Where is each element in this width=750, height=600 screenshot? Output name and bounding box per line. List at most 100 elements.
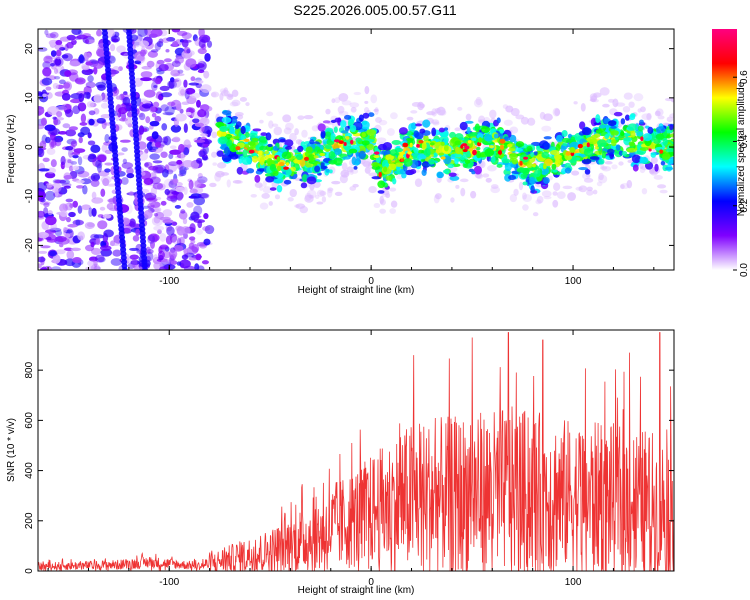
- noise-blob: [70, 140, 78, 147]
- noise-blob: [180, 209, 186, 214]
- noise-blob: [203, 238, 211, 246]
- spectrogram-x-label: Height of straight line (km): [298, 285, 415, 296]
- peak-blob: [497, 150, 503, 155]
- noise-blob: [146, 251, 154, 262]
- noise-blob: [54, 187, 59, 197]
- noise-blob: [72, 256, 82, 264]
- ridge-blob: [653, 138, 661, 144]
- noise-blob: [84, 52, 92, 59]
- ridge-blob: [607, 120, 617, 127]
- noise-blob: [69, 98, 82, 104]
- ridge-blob: [240, 125, 246, 135]
- ridge-blob: [442, 169, 450, 174]
- halo-blob: [567, 192, 576, 201]
- noise-blob: [55, 235, 67, 243]
- noise-blob: [159, 85, 170, 92]
- noise-blob: [45, 86, 52, 91]
- noise-blob: [45, 183, 53, 188]
- noise-blob: [155, 164, 167, 174]
- halo-blob: [254, 182, 263, 188]
- noise-blob: [168, 80, 175, 89]
- noise-blob: [160, 92, 173, 98]
- noise-blob: [90, 179, 100, 188]
- noise-blob: [77, 30, 83, 36]
- noise-blob: [110, 35, 120, 43]
- halo-blob: [250, 194, 257, 198]
- noise-blob: [95, 160, 103, 169]
- noise-blob: [38, 47, 48, 52]
- ridge-blob: [520, 173, 528, 180]
- noise-blob: [153, 216, 161, 224]
- noise-blob: [96, 29, 103, 37]
- noise-blob: [103, 229, 114, 238]
- ridge-blob: [344, 114, 352, 120]
- spectrogram-x-ticks: -100 0 100: [47, 29, 655, 287]
- noise-blob: [168, 153, 174, 160]
- noise-blob: [56, 111, 63, 118]
- noise-blob: [48, 250, 57, 257]
- noise-blob: [148, 165, 159, 171]
- noise-blob: [38, 182, 48, 192]
- snr-y-tick-label: 800: [24, 361, 35, 378]
- noise-blob: [97, 84, 106, 91]
- noise-blob: [65, 233, 71, 238]
- ridge-blob: [610, 130, 619, 136]
- noise-blob: [64, 108, 74, 118]
- noise-blob: [50, 50, 57, 57]
- ridge-blob: [508, 175, 517, 181]
- ridge-blob: [631, 154, 641, 164]
- noise-blob: [172, 178, 178, 186]
- noise-blob: [93, 66, 98, 75]
- halo-blob: [226, 179, 231, 188]
- noise-blob: [95, 254, 105, 263]
- ridge-blob: [403, 157, 413, 167]
- ridge-blob: [334, 148, 342, 155]
- noise-blob: [78, 136, 83, 144]
- noise-blob: [186, 202, 194, 208]
- noise-blob: [72, 219, 84, 226]
- spec-x-tick-label: -100: [159, 276, 179, 287]
- noise-blob: [85, 81, 96, 89]
- noise-blob: [77, 205, 83, 214]
- spec-y-tick-label: -10: [24, 189, 35, 204]
- noise-blob: [88, 110, 96, 116]
- ridge-blob: [317, 123, 326, 132]
- ridge-blob: [610, 125, 617, 129]
- ridge-blob: [221, 110, 232, 116]
- halo-blob: [389, 208, 397, 214]
- noise-blob: [181, 254, 189, 260]
- peak-blob: [276, 156, 281, 163]
- halo-blob: [639, 166, 646, 174]
- noise-blob: [162, 219, 174, 224]
- peak-blob: [499, 138, 506, 144]
- ridge-blob: [530, 151, 535, 158]
- halo-blob: [583, 177, 594, 183]
- noise-blob: [188, 242, 195, 250]
- ridge-blob: [624, 114, 630, 121]
- halo-blob: [376, 137, 387, 143]
- noise-blob: [171, 221, 178, 226]
- noise-blob: [176, 261, 182, 266]
- halo-blob: [571, 170, 580, 176]
- noise-blob: [179, 108, 184, 114]
- halo-blob: [475, 96, 482, 106]
- noise-blob: [163, 58, 172, 63]
- noise-blob: [67, 159, 72, 164]
- ridge-blob: [242, 148, 248, 158]
- ridge-blob: [398, 127, 408, 135]
- peak-blob: [418, 139, 424, 144]
- halo-blob: [379, 199, 386, 206]
- noise-blob: [206, 40, 213, 48]
- noise-blob: [176, 103, 182, 111]
- noise-blob: [40, 197, 46, 203]
- halo-blob: [368, 185, 377, 194]
- ridge-blob: [420, 158, 426, 163]
- noise-blob: [169, 149, 182, 155]
- halo-blob: [490, 184, 499, 189]
- noise-blob: [161, 258, 171, 265]
- halo-blob: [436, 106, 446, 116]
- ridge-blob: [377, 180, 386, 189]
- ridge-blob: [654, 146, 665, 151]
- halo-blob: [363, 107, 370, 114]
- noise-blob: [77, 156, 83, 166]
